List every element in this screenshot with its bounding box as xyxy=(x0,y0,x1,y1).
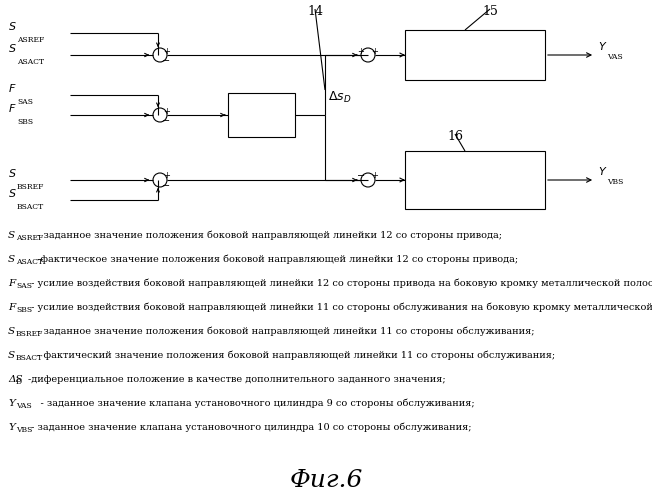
Text: SAS: SAS xyxy=(16,282,32,290)
Text: - заданное значение клапана установочного цилиндра 9 со стороны обслуживания;: - заданное значение клапана установочног… xyxy=(28,398,475,408)
Text: $S$: $S$ xyxy=(8,20,17,32)
Text: со стороны обслужи-: со стороны обслужи- xyxy=(424,176,526,186)
Text: VAS: VAS xyxy=(607,53,623,61)
Bar xyxy=(405,30,545,80)
Text: -фактическое значение положения боковой направляющей линейки 12 со стороны приво: -фактическое значение положения боковой … xyxy=(33,254,518,264)
Text: - усилие воздействия боковой направляющей линейки 12 со стороны привода на боков: - усилие воздействия боковой направляюще… xyxy=(28,278,652,288)
Text: Y: Y xyxy=(8,398,15,407)
Text: SBS: SBS xyxy=(16,306,32,314)
Text: F: F xyxy=(8,302,15,312)
Text: VBS: VBS xyxy=(607,178,623,186)
Text: VBS: VBS xyxy=(16,426,33,434)
Text: −: − xyxy=(162,181,170,191)
Text: $Y$: $Y$ xyxy=(598,40,608,52)
Text: вания: вания xyxy=(461,190,489,200)
Text: ASREF: ASREF xyxy=(17,36,44,44)
Text: BSREF: BSREF xyxy=(16,330,44,338)
Text: +: + xyxy=(371,46,378,56)
Text: 14: 14 xyxy=(307,5,323,18)
Text: со стороны привода: со стороны привода xyxy=(427,60,523,68)
Text: 15: 15 xyxy=(482,5,498,18)
Text: +: + xyxy=(163,172,170,180)
Text: - усилие воздействия боковой направляющей линейки 11 со стороны обслуживания на : - усилие воздействия боковой направляюще… xyxy=(28,302,652,312)
Text: VAS: VAS xyxy=(16,402,32,410)
Text: +: + xyxy=(371,172,378,180)
Text: −: − xyxy=(162,116,170,126)
Text: +: + xyxy=(163,106,170,116)
Text: $S$: $S$ xyxy=(8,187,17,199)
Text: $S$: $S$ xyxy=(8,167,17,179)
Text: ΔS: ΔS xyxy=(8,374,23,384)
Text: F: F xyxy=(8,278,15,287)
Text: +: + xyxy=(357,46,364,56)
Text: ASACT: ASACT xyxy=(16,258,43,266)
Text: $F$: $F$ xyxy=(8,82,16,94)
Text: BSACT: BSACT xyxy=(16,354,43,362)
Text: Y: Y xyxy=(8,422,15,432)
Text: $Y$: $Y$ xyxy=(598,165,608,177)
Text: - фактический значение положения боковой направляющей линейки 11 со стороны обсл: - фактический значение положения боковой… xyxy=(33,350,555,360)
Text: S: S xyxy=(8,326,15,336)
Text: S: S xyxy=(8,254,15,264)
Text: - заданное значение положения боковой направляющей линейки 12 со стороны привода: - заданное значение положения боковой на… xyxy=(33,230,501,240)
Text: $F$: $F$ xyxy=(8,102,16,114)
Text: Фиг.6: Фиг.6 xyxy=(289,469,363,492)
Text: BSREF: BSREF xyxy=(17,183,44,191)
Text: - заданное значение положения боковой направляющей линейки 11 со стороны обслужи: - заданное значение положения боковой на… xyxy=(33,326,534,336)
Bar xyxy=(405,151,545,209)
Text: BSACT: BSACT xyxy=(17,203,44,211)
Text: SAS: SAS xyxy=(17,98,33,106)
Text: Регулятор положения: Регулятор положения xyxy=(422,42,528,50)
Text: S: S xyxy=(8,230,15,239)
Text: D: D xyxy=(16,378,22,386)
Text: 16: 16 xyxy=(447,130,463,143)
Text: −: − xyxy=(162,56,170,66)
Bar xyxy=(228,93,295,137)
Text: −: − xyxy=(357,171,365,181)
Text: $\Delta s_D$: $\Delta s_D$ xyxy=(328,90,351,105)
Text: S: S xyxy=(8,350,15,360)
Text: -диференциальное положение в качестве дополнительного заданного значения;: -диференциальное положение в качестве до… xyxy=(28,374,445,384)
Text: ASREF: ASREF xyxy=(16,234,43,242)
Text: +: + xyxy=(163,46,170,56)
Text: - заданное значение клапана установочного цилиндра 10 со стороны обслуживания;: - заданное значение клапана установочног… xyxy=(28,422,471,432)
Text: $S$: $S$ xyxy=(8,42,17,54)
Text: SBS: SBS xyxy=(17,118,33,126)
Text: Регулятор: Регулятор xyxy=(235,110,288,120)
Text: Регулятор положения: Регулятор положения xyxy=(422,162,528,172)
Text: ASACT: ASACT xyxy=(17,58,44,66)
